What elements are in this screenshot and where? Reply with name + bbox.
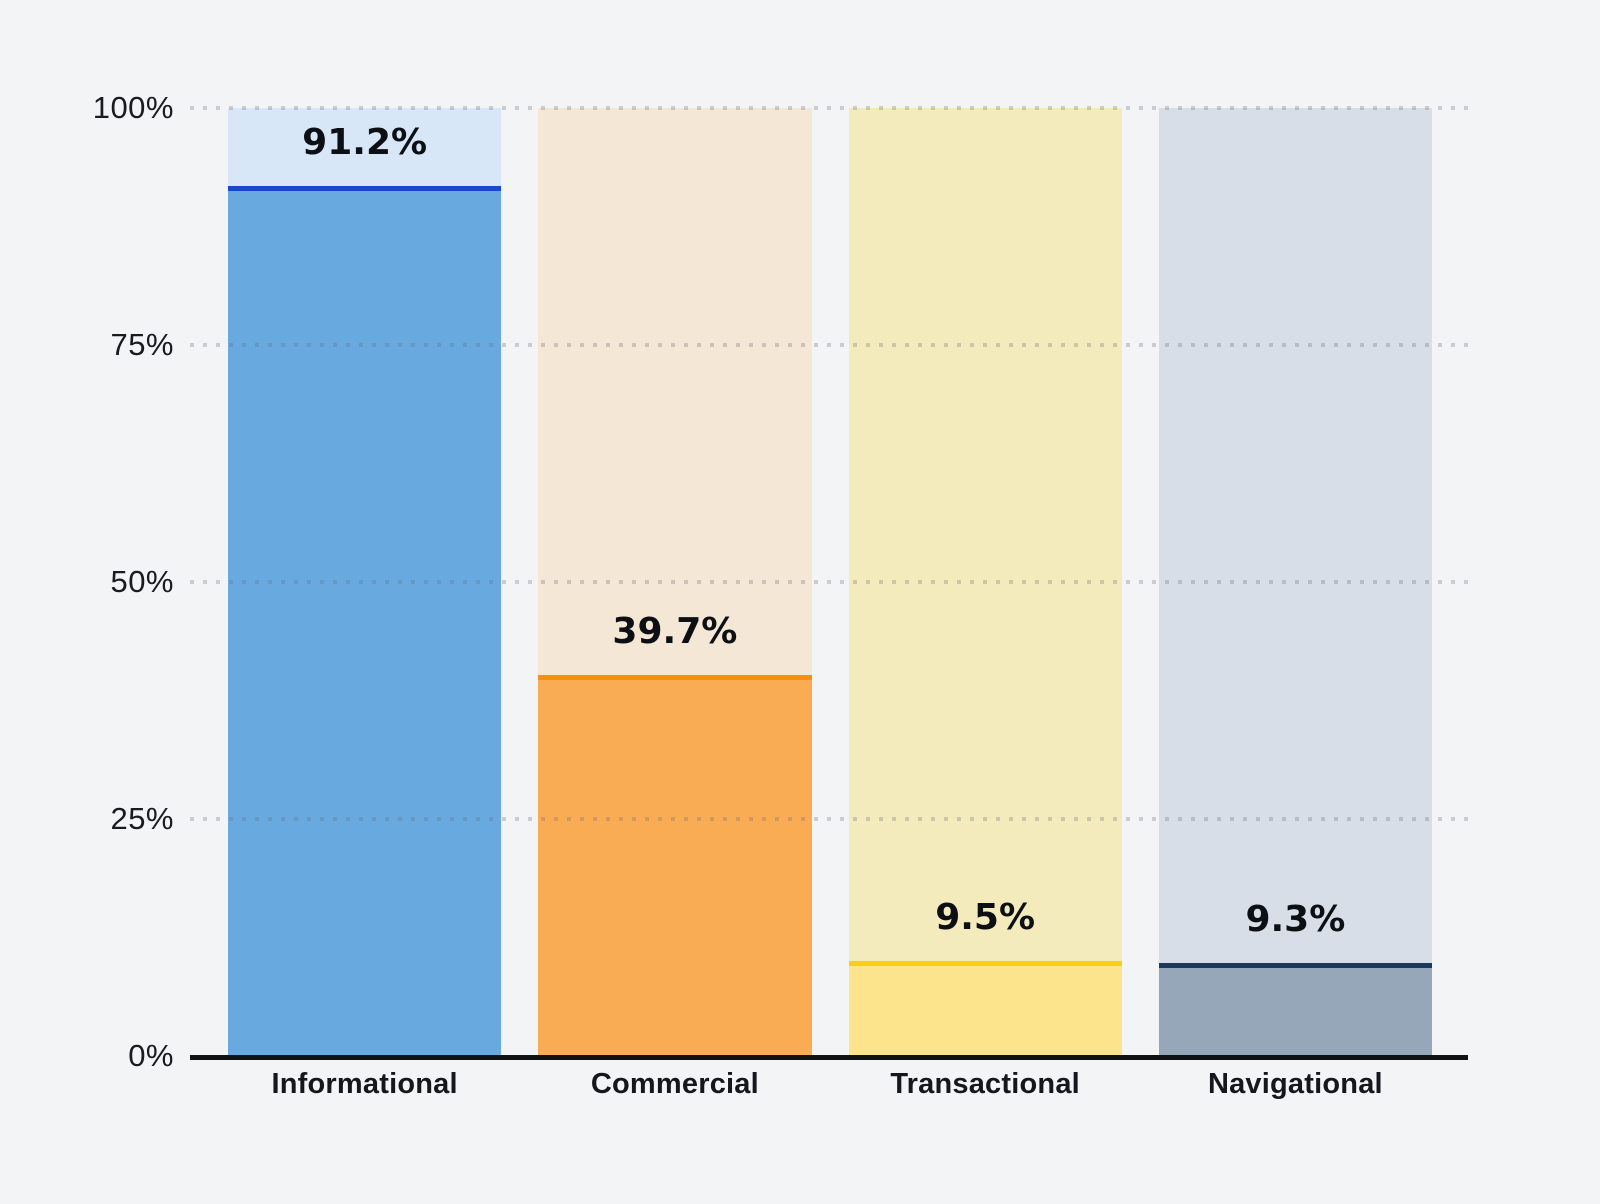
x-category-label-informational: Informational <box>271 1068 458 1100</box>
bar-navigational: 9.3% <box>1158 108 1432 1056</box>
bar-value-label: 91.2% <box>302 122 428 164</box>
x-axis-line <box>190 1055 1468 1060</box>
bar-transactional: 9.5% <box>848 108 1122 1056</box>
bar-informational: 91.2% <box>228 108 502 1056</box>
y-axis: 100% 75% 50% 25% 0% <box>0 90 174 1073</box>
y-tick-label: 0% <box>128 1038 174 1073</box>
bar-fill <box>538 679 812 1056</box>
bar-value-label: 9.5% <box>935 896 1036 938</box>
bar-value-label: 9.3% <box>1245 898 1346 940</box>
bar-value-label: 39.7% <box>612 610 738 652</box>
y-tick-label: 75% <box>110 327 174 362</box>
y-tick-label: 50% <box>110 564 174 599</box>
x-category-label-navigational: Navigational <box>1207 1068 1383 1100</box>
x-category-label-commercial: Commercial <box>590 1068 759 1100</box>
bars-layer: 91.2% 39.7% 9.5% 9.3% <box>190 108 1470 1056</box>
bar-fill <box>1158 967 1432 1056</box>
bar-commercial: 39.7% <box>538 108 812 1056</box>
plot-area: 91.2% 39.7% 9.5% 9.3% <box>190 106 1470 1060</box>
x-axis: Informational Commercial Transactional Navi… <box>190 1068 1470 1101</box>
bar-track <box>848 108 1122 1056</box>
y-tick-label: 25% <box>110 801 174 836</box>
bar-accent-line <box>228 186 502 192</box>
bar-track <box>1158 108 1432 1056</box>
bar-accent-line <box>1158 962 1432 968</box>
y-tick-label: 100% <box>92 90 174 125</box>
bar-accent-line <box>848 960 1122 966</box>
x-category-label-transactional: Transactional <box>890 1068 1080 1100</box>
bar-fill <box>228 191 502 1056</box>
bar-fill <box>848 965 1122 1056</box>
bar-accent-line <box>538 674 812 680</box>
